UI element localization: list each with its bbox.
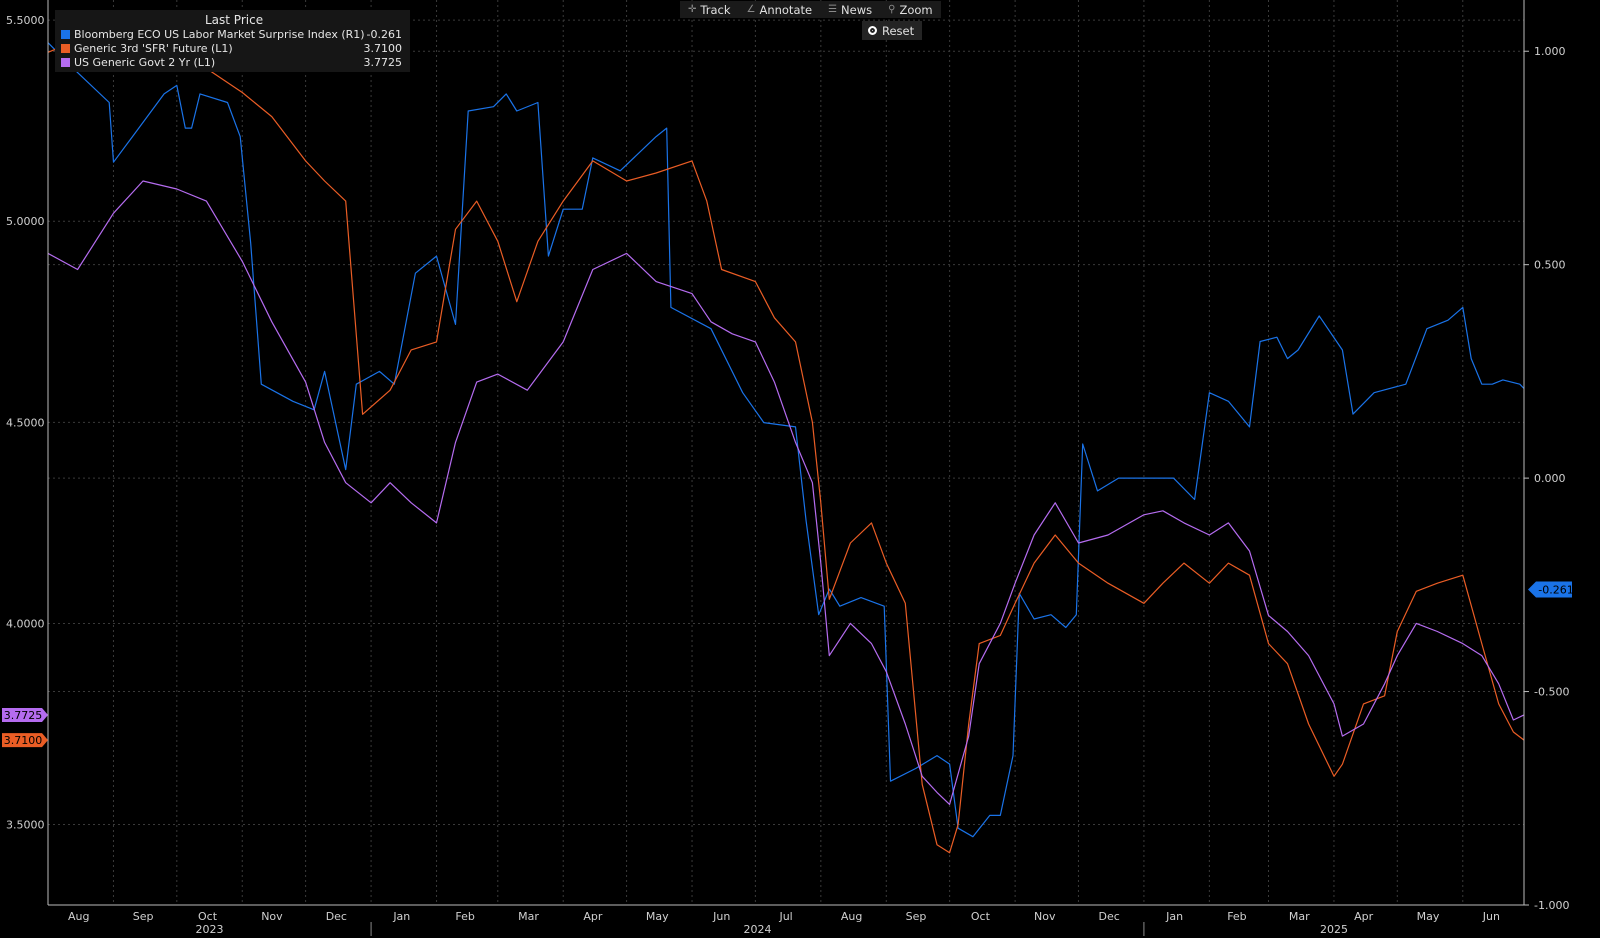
legend: Last Price Bloomberg ECO US Labor Market… <box>55 10 410 72</box>
x-tick-label: Jan <box>1165 910 1183 923</box>
x-tick-label: Dec <box>326 910 347 923</box>
right-tick-label: 1.000 <box>1534 45 1566 58</box>
right-tick-label: 0.000 <box>1534 472 1566 485</box>
series-line-0 <box>47 42 1525 838</box>
zoom-label: Zoom <box>899 2 933 17</box>
track-label: Track <box>700 2 731 17</box>
grid-lines <box>48 0 1524 906</box>
last-value-tag-label: 3.7725 <box>4 709 43 722</box>
right-tick-label: -1.000 <box>1534 899 1569 912</box>
x-tick-label: Feb <box>1227 910 1246 923</box>
x-tick-label: Jun <box>712 910 730 923</box>
legend-header: Last Price <box>205 13 264 27</box>
legend-row-govt-2yr[interactable]: US Generic Govt 2 Yr (L1) 3.7725 <box>61 56 402 70</box>
last-value-tag-label: 3.7100 <box>4 734 43 747</box>
track-button[interactable]: ✛ Track <box>680 1 738 18</box>
news-button[interactable]: ☰ News <box>820 1 880 18</box>
x-tick-label: Jun <box>1482 910 1500 923</box>
axes: Aug Sep Oct Nov Dec Jan Feb Mar Apr May Jun Jul Aug S… <box>6 0 1569 936</box>
x-tick-label: Sep <box>133 910 154 923</box>
series-line-2 <box>47 180 1525 806</box>
pencil-icon: ∠ <box>746 4 756 15</box>
news-label: News <box>841 2 873 17</box>
series-line-1 <box>47 35 1525 854</box>
left-tick-label: 5.0000 <box>6 215 45 228</box>
last-value-tag <box>2 733 48 748</box>
reset-button[interactable]: Reset <box>862 21 923 40</box>
legend-value: 3.7725 <box>363 56 403 69</box>
legend-row-labor-index[interactable]: Bloomberg ECO US Labor Market Surprise I… <box>61 28 402 42</box>
left-tick-label: 5.5000 <box>6 14 45 27</box>
last-value-tag <box>1528 581 1572 598</box>
annotate-label: Annotate <box>759 2 813 17</box>
right-tick-label: 0.500 <box>1534 259 1566 272</box>
legend-label: US Generic Govt 2 Yr (L1) <box>74 56 216 69</box>
chart-toolbar: ✛ Track ∠ Annotate ☰ News ⚲ Zoom <box>680 1 941 18</box>
right-tick-label: -0.500 <box>1534 686 1569 699</box>
x-tick-label: Apr <box>583 910 603 923</box>
legend-row-sfr-future[interactable]: Generic 3rd 'SFR' Future (L1) 3.7100 <box>61 42 402 56</box>
legend-label: Generic 3rd 'SFR' Future (L1) <box>74 42 233 55</box>
x-tick-label: Nov <box>261 910 283 923</box>
reset-icon <box>868 26 877 35</box>
x-tick-label: Mar <box>1289 910 1310 923</box>
x-tick-label: May <box>1417 910 1440 923</box>
annotate-button[interactable]: ∠ Annotate <box>738 1 820 18</box>
x-tick-label: Mar <box>518 910 539 923</box>
x-tick-label: Oct <box>971 910 991 923</box>
zoom-button[interactable]: ⚲ Zoom <box>880 1 940 18</box>
x-tick-label: Feb <box>455 910 474 923</box>
x-tick-label: May <box>646 910 669 923</box>
crosshair-icon: ✛ <box>688 4 697 15</box>
legend-swatch-purple <box>61 58 70 67</box>
legend-swatch-blue <box>61 30 70 39</box>
x-tick-label: Apr <box>1354 910 1374 923</box>
x-tick-label: Aug <box>68 910 89 923</box>
magnifier-icon: ⚲ <box>888 4 896 15</box>
left-tick-label: 3.5000 <box>6 819 45 832</box>
series-lines <box>47 35 1525 854</box>
x-tick-label: Jan <box>392 910 410 923</box>
x-tick-label: Nov <box>1034 910 1056 923</box>
left-tick-label: 4.5000 <box>6 416 45 429</box>
legend-value: -0.261 <box>366 28 402 41</box>
legend-swatch-orange <box>61 44 70 53</box>
year-label: 2024 <box>743 923 771 936</box>
last-value-tag-label: -0.261 <box>1538 584 1573 597</box>
last-value-tags: -0.261 3.7725 3.7100 <box>2 581 1574 748</box>
x-tick-label: Dec <box>1099 910 1120 923</box>
x-tick-label: Oct <box>198 910 218 923</box>
x-tick-label: Jul <box>778 910 792 923</box>
reset-label: Reset <box>882 23 915 38</box>
news-icon: ☰ <box>828 4 838 15</box>
legend-value: 3.7100 <box>363 42 403 55</box>
legend-label: Bloomberg ECO US Labor Market Surprise I… <box>74 28 365 41</box>
x-tick-label: Aug <box>841 910 862 923</box>
left-tick-label: 4.0000 <box>6 617 45 630</box>
x-tick-label: Sep <box>906 910 927 923</box>
last-value-tag <box>2 707 48 722</box>
year-label: 2023 <box>196 923 224 936</box>
year-label: 2025 <box>1320 923 1348 936</box>
